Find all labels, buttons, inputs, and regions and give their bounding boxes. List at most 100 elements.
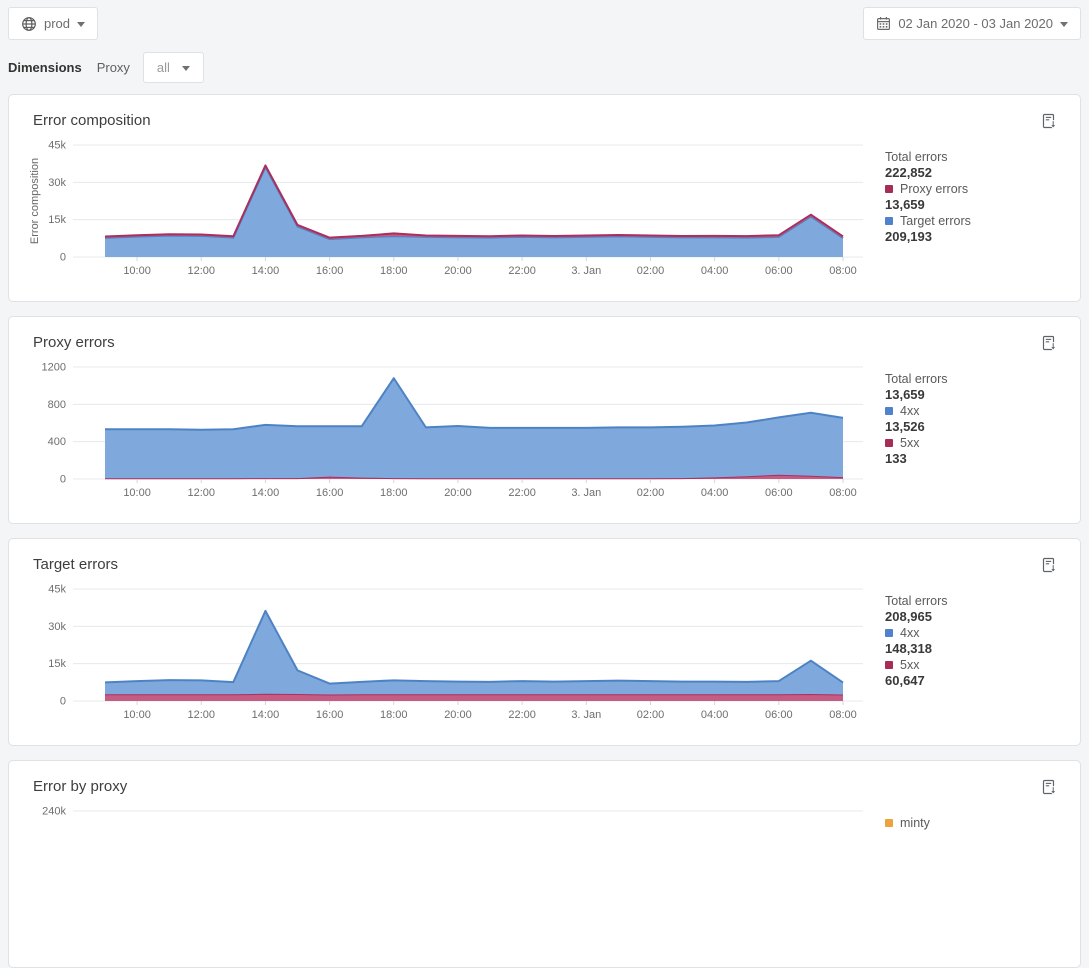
proxy-errors-chart[interactable]: 0 400 800 1200 10:00 12:00 14:00 16:00 18:00 20:0… (25, 359, 873, 509)
error-by-proxy-chart[interactable]: 240k (25, 803, 873, 953)
export-report-icon[interactable] (1041, 113, 1058, 130)
chart-title: Error by proxy (33, 778, 128, 795)
series-swatch (885, 819, 893, 827)
svg-text:04:00: 04:00 (701, 709, 729, 721)
chart-title: Error composition (33, 112, 151, 129)
series-swatch (885, 661, 893, 669)
environment-select-button[interactable]: prod (8, 7, 99, 40)
svg-text:12:00: 12:00 (187, 709, 215, 721)
svg-text:15k: 15k (48, 214, 66, 226)
legend-item-value: 209,193 (885, 229, 932, 244)
legend-item-value: 133 (885, 451, 907, 466)
svg-text:12:00: 12:00 (187, 265, 215, 277)
dimensions-label: Dimensions (8, 60, 82, 75)
svg-text:0: 0 (60, 252, 66, 264)
svg-text:0: 0 (60, 696, 66, 708)
series-swatch (885, 407, 893, 415)
svg-text:10:00: 10:00 (123, 487, 151, 499)
series-swatch (885, 439, 893, 447)
error-composition-chart[interactable]: 0 15k 30k 45k Error composition 10:00 12:00 14:… (25, 137, 873, 287)
svg-text:02:00: 02:00 (637, 265, 665, 277)
svg-text:22:00: 22:00 (508, 487, 536, 499)
proxy-filter-select[interactable]: all (142, 52, 204, 83)
svg-text:16:00: 16:00 (316, 709, 344, 721)
svg-text:14:00: 14:00 (252, 487, 280, 499)
svg-text:08:00: 08:00 (829, 265, 857, 277)
svg-text:06:00: 06:00 (765, 487, 793, 499)
legend-total-label: Total errors (885, 150, 948, 164)
svg-text:10:00: 10:00 (123, 265, 151, 277)
date-range-label: 02 Jan 2020 - 03 Jan 2020 (898, 16, 1053, 31)
legend-item-5xx: 5xx (885, 435, 1064, 451)
svg-text:18:00: 18:00 (380, 265, 408, 277)
legend-total-value: 222,852 (885, 165, 932, 180)
top-bar: prod 02 Jan 2020 - 03 Jan 2020 (0, 0, 1089, 40)
dimensions-bar: Dimensions Proxy all (8, 52, 1081, 83)
legend-item-label: 4xx (900, 404, 920, 418)
legend-item-value: 13,526 (885, 419, 925, 434)
svg-text:45k: 45k (48, 584, 66, 596)
svg-text:02:00: 02:00 (637, 709, 665, 721)
series-swatch (885, 629, 893, 637)
globe-icon (21, 16, 37, 32)
svg-text:16:00: 16:00 (316, 487, 344, 499)
legend-total-label: Total errors (885, 372, 948, 386)
legend-total-value: 208,965 (885, 609, 932, 624)
svg-text:04:00: 04:00 (701, 265, 729, 277)
legend-item-label: Target errors (900, 214, 971, 228)
legend-item-minty: minty (885, 815, 1064, 831)
calendar-icon (876, 16, 891, 31)
svg-text:30k: 30k (48, 177, 66, 189)
legend-item-value: 13,659 (885, 197, 925, 212)
svg-text:240k: 240k (42, 806, 66, 818)
svg-text:400: 400 (48, 436, 66, 448)
svg-text:0: 0 (60, 474, 66, 486)
svg-text:12:00: 12:00 (187, 487, 215, 499)
svg-text:Error composition: Error composition (29, 158, 41, 244)
legend-item-target-errors: Target errors (885, 213, 1064, 229)
chart-legend: minty (873, 815, 1064, 953)
svg-text:10:00: 10:00 (123, 709, 151, 721)
svg-text:16:00: 16:00 (316, 265, 344, 277)
charts-container: Error composition 0 15k 30k 45k Error compos… (8, 94, 1081, 968)
legend-item-label: 5xx (900, 658, 920, 672)
export-report-icon[interactable] (1041, 557, 1058, 574)
svg-text:20:00: 20:00 (444, 487, 472, 499)
legend-total-label: Total errors (885, 594, 948, 608)
svg-text:04:00: 04:00 (701, 487, 729, 499)
legend-item-5xx: 5xx (885, 657, 1064, 673)
svg-text:22:00: 22:00 (508, 265, 536, 277)
target-errors-card: Target errors 0 15k 30k 45k 10:00 12:00 14:00 1… (8, 538, 1081, 746)
svg-text:06:00: 06:00 (765, 709, 793, 721)
svg-text:18:00: 18:00 (380, 487, 408, 499)
legend-item-value: 60,647 (885, 673, 925, 688)
error-by-proxy-card: Error by proxy 240k minty (8, 760, 1081, 968)
legend-item-label: Proxy errors (900, 182, 969, 196)
target-errors-chart[interactable]: 0 15k 30k 45k 10:00 12:00 14:00 16:00 18:00 20:00… (25, 581, 873, 731)
chart-legend: Total errors 222,852 Proxy errors 13,659… (873, 149, 1064, 287)
svg-text:08:00: 08:00 (829, 709, 857, 721)
export-report-icon[interactable] (1041, 779, 1058, 796)
legend-item-label: minty (900, 816, 930, 830)
legend-item-value: 148,318 (885, 641, 932, 656)
chart-legend: Total errors 208,965 4xx 148,318 5xx 60,… (873, 593, 1064, 731)
proxy-dimension-label: Proxy (96, 60, 130, 75)
proxy-errors-card: Proxy errors 0 400 800 1200 10:00 12:00 14:00 1… (8, 316, 1081, 524)
svg-text:18:00: 18:00 (380, 709, 408, 721)
legend-item-4xx: 4xx (885, 403, 1064, 419)
svg-text:20:00: 20:00 (444, 265, 472, 277)
svg-text:20:00: 20:00 (444, 709, 472, 721)
svg-text:22:00: 22:00 (508, 709, 536, 721)
export-report-icon[interactable] (1041, 335, 1058, 352)
chart-legend: Total errors 13,659 4xx 13,526 5xx 133 (873, 371, 1064, 509)
svg-text:1200: 1200 (42, 362, 66, 374)
legend-total-value: 13,659 (885, 387, 925, 402)
proxy-filter-value: all (156, 60, 170, 75)
svg-text:45k: 45k (48, 140, 66, 152)
legend-item-label: 5xx (900, 436, 920, 450)
svg-text:3. Jan: 3. Jan (571, 265, 601, 277)
svg-text:06:00: 06:00 (765, 265, 793, 277)
svg-text:3. Jan: 3. Jan (571, 709, 601, 721)
date-range-button[interactable]: 02 Jan 2020 - 03 Jan 2020 (863, 7, 1081, 40)
chevron-down-icon (1060, 21, 1068, 27)
